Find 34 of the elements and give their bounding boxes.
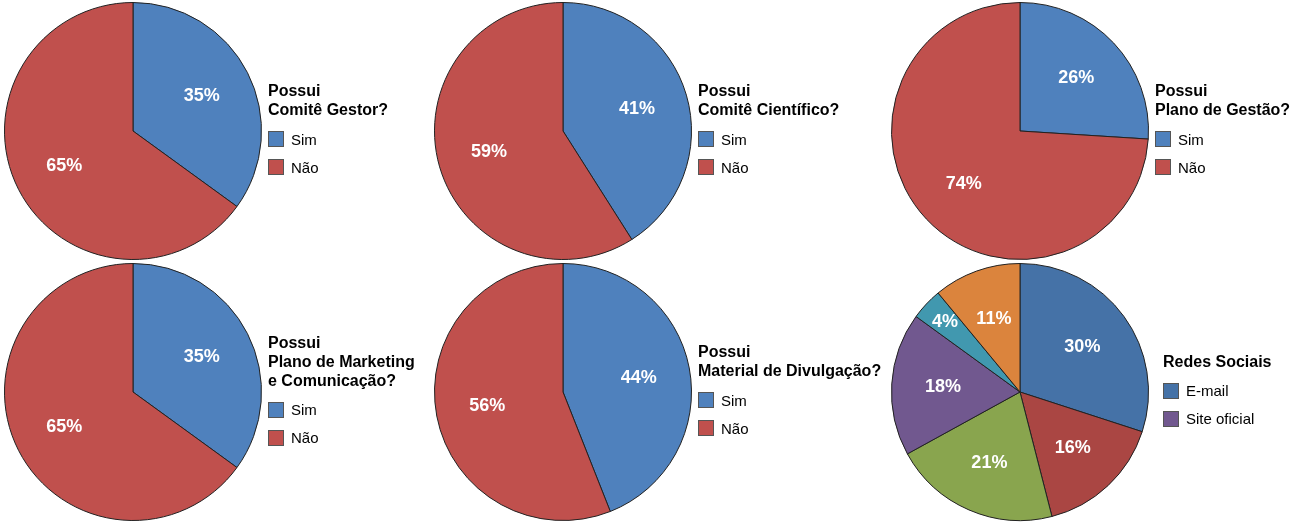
data-label: 56% — [469, 395, 506, 416]
data-label: 4% — [932, 310, 959, 331]
data-label: 30% — [1064, 335, 1101, 356]
legend-label: Não — [1178, 158, 1206, 176]
data-label: 11% — [976, 308, 1012, 329]
legend-title: Possui Plano de Marketing e Comunicação? — [268, 332, 415, 390]
legend-title: Possui Material de Divulgação? — [698, 342, 882, 380]
legend-label: Sim — [721, 130, 747, 148]
data-label: 35% — [183, 84, 220, 105]
data-label: 18% — [925, 376, 962, 397]
legend-title: Possui Plano de Gestão? — [1155, 81, 1291, 119]
legend-label: Não — [721, 158, 749, 176]
data-label: 21% — [971, 451, 1008, 472]
legend-label: Sim — [1178, 130, 1204, 148]
legend-label: Sim — [291, 130, 317, 148]
data-label: 44% — [620, 366, 657, 387]
legend-label: Não — [291, 429, 319, 446]
data-label: 41% — [619, 98, 656, 119]
data-label: 59% — [470, 141, 507, 162]
data-label: 16% — [1054, 437, 1091, 458]
data-label: 65% — [46, 154, 83, 175]
legend-label: E-mail — [1186, 382, 1229, 399]
data-label: 35% — [183, 345, 220, 366]
legend-label: Sim — [291, 401, 317, 418]
legend-title: Possui Comitê Gestor? — [268, 81, 389, 119]
legend-label: Site oficial — [1186, 410, 1255, 427]
data-label: 65% — [46, 415, 83, 436]
legend-title: Possui Comitê Científico? — [698, 81, 840, 119]
data-label: 74% — [945, 172, 982, 193]
legend-label: Não — [291, 158, 319, 176]
legend-label: Não — [721, 419, 749, 437]
legend-label: Sim — [721, 391, 747, 409]
data-label: 26% — [1058, 67, 1095, 88]
legend-title: Redes Sociais — [1163, 351, 1272, 371]
